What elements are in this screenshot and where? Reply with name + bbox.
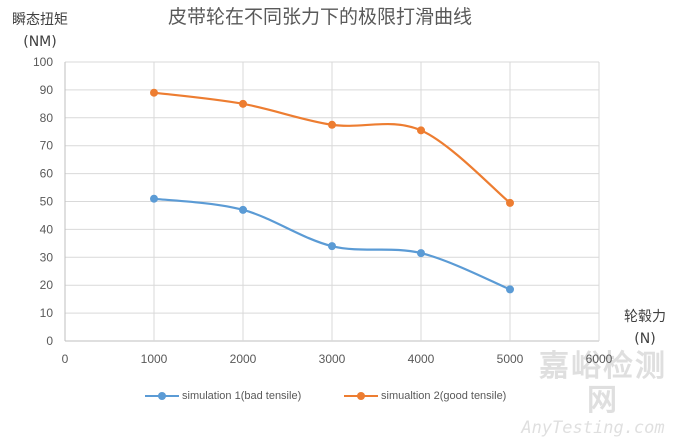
x-tick-label: 3000 bbox=[319, 352, 346, 366]
y-tick-label: 100 bbox=[33, 55, 53, 69]
x-axis-label-text: 轮毂力 bbox=[624, 309, 666, 325]
y-tick-label: 60 bbox=[40, 167, 54, 181]
data-point-marker[interactable] bbox=[328, 242, 336, 251]
y-tick-label: 10 bbox=[40, 306, 54, 320]
legend-label: simualtion 2(good tensile) bbox=[381, 390, 507, 402]
x-tick-label: 2000 bbox=[230, 352, 257, 366]
y-tick-label: 30 bbox=[40, 250, 54, 264]
x-tick-label: 6000 bbox=[586, 352, 613, 366]
data-point-marker[interactable] bbox=[150, 194, 158, 203]
y-tick-label: 90 bbox=[40, 83, 54, 97]
data-series bbox=[150, 88, 514, 294]
legend-label: simulation 1(bad tensile) bbox=[182, 390, 302, 402]
watermark-en: AnyTesting.com bbox=[521, 418, 665, 438]
legend: simulation 1(bad tensile) simualtion 2(g… bbox=[0, 386, 680, 406]
data-point-marker[interactable] bbox=[150, 88, 158, 97]
data-point-marker[interactable] bbox=[417, 126, 425, 135]
y-axis-unit: (NM) bbox=[23, 34, 57, 50]
y-tick-label: 40 bbox=[40, 222, 54, 236]
x-tick-label: 1000 bbox=[141, 352, 168, 366]
y-axis-label-text: 瞬态扭矩 bbox=[12, 12, 68, 28]
watermark-cn: 嘉峪检测网 bbox=[539, 349, 667, 418]
y-tick-label: 70 bbox=[40, 139, 54, 153]
series-1 bbox=[150, 194, 514, 294]
y-tick-label: 0 bbox=[46, 334, 53, 348]
gridlines bbox=[64, 61, 600, 342]
x-axis-unit: (N) bbox=[634, 331, 656, 347]
x-axis-label: 轮毂力 (N) bbox=[612, 306, 678, 350]
x-tick-label: 5000 bbox=[497, 352, 524, 366]
y-tick-label: 80 bbox=[40, 111, 54, 125]
data-point-marker[interactable] bbox=[506, 198, 514, 207]
x-tick-label: 4000 bbox=[408, 352, 435, 366]
y-axis-label: 瞬态扭矩 (NM) bbox=[10, 9, 70, 53]
data-point-marker[interactable] bbox=[417, 249, 425, 258]
x-tick-label: 0 bbox=[62, 352, 69, 366]
chart-title: 皮带轮在不同张力下的极限打滑曲线 bbox=[167, 6, 472, 28]
data-point-marker[interactable] bbox=[239, 99, 247, 108]
legend-marker-icon bbox=[344, 386, 378, 406]
data-point-marker[interactable] bbox=[506, 285, 514, 294]
data-point-marker[interactable] bbox=[239, 205, 247, 214]
y-tick-label: 20 bbox=[40, 278, 54, 292]
y-tick-label: 50 bbox=[40, 195, 54, 209]
legend-item-series-1[interactable]: simulation 1(bad tensile) bbox=[145, 386, 301, 406]
data-point-marker[interactable] bbox=[328, 120, 336, 129]
legend-item-series-2[interactable]: simualtion 2(good tensile) bbox=[344, 386, 506, 406]
series-2 bbox=[150, 88, 514, 207]
watermark: 嘉峪检测网 AnyTesting.com bbox=[521, 349, 678, 438]
legend-marker-icon bbox=[145, 386, 179, 406]
